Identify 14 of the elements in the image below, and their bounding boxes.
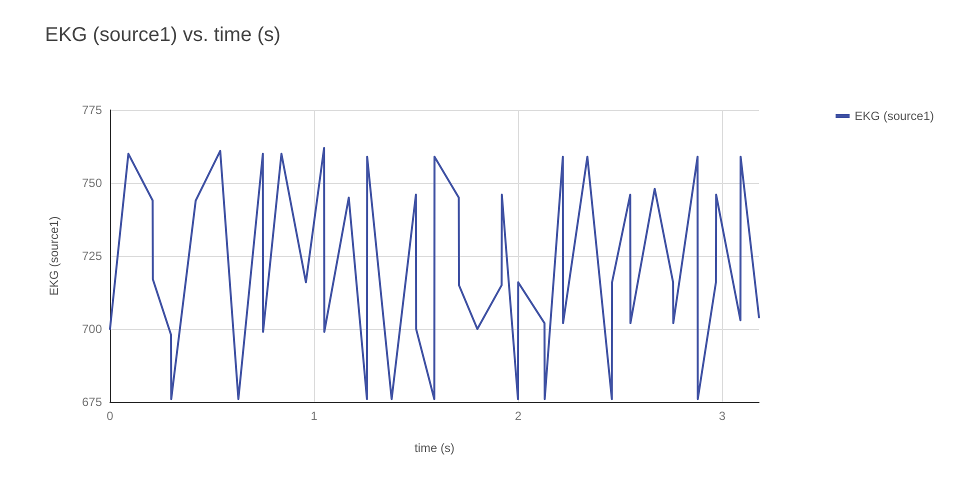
chart-title: EKG (source1) vs. time (s): [45, 24, 281, 46]
y-tick-label: 750: [82, 176, 102, 190]
y-tick-label: 775: [82, 103, 102, 117]
x-tick-label: 1: [310, 409, 318, 423]
line-series: [109, 146, 760, 400]
legend-label: EKG (source1): [854, 109, 934, 123]
y-tick-label: 700: [82, 322, 102, 336]
y-axis-title: EKG (source1): [47, 216, 61, 296]
x-tick-label: 2: [514, 409, 522, 423]
x-axis-title: time (s): [414, 441, 454, 455]
x-tick-label: 3: [718, 409, 726, 423]
y-tick-label: 725: [82, 249, 102, 263]
x-tick-label: 0: [106, 409, 114, 423]
y-tick-label: 675: [82, 395, 102, 409]
